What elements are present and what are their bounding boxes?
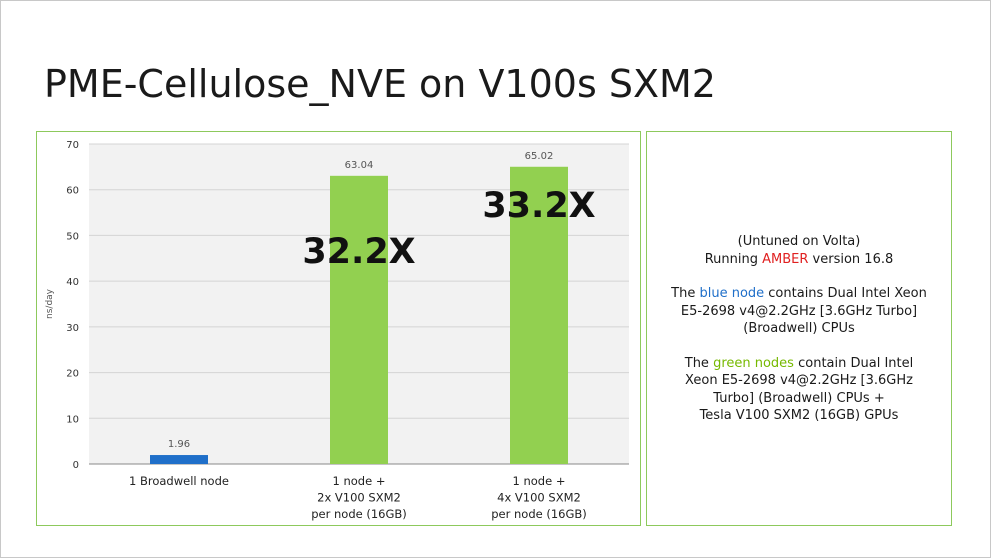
info-blue-node: blue node	[699, 286, 765, 301]
y-tick-label: 10	[66, 414, 79, 425]
bar-value-label: 1.96	[168, 439, 190, 450]
info-running-label: Running	[704, 251, 763, 267]
bar	[150, 455, 208, 464]
y-tick-label: 30	[66, 323, 79, 334]
bar	[330, 175, 388, 464]
x-tick-label: per node (16GB)	[311, 507, 407, 521]
info-amber: AMBER	[762, 251, 809, 267]
info-untuned: (Untuned on Volta)	[737, 234, 861, 249]
info-p2-prefix: The	[671, 286, 700, 301]
x-tick-label: 2x V100 SXM2	[317, 491, 401, 505]
info-text: (Untuned on Volta) Running AMBER version…	[647, 233, 951, 442]
y-tick-label: 0	[73, 460, 79, 471]
speedup-annotation: 32.2X	[302, 232, 415, 272]
info-p3-suffix: contain Dual Intel	[793, 355, 914, 371]
y-tick-label: 20	[66, 369, 79, 380]
y-tick-label: 70	[66, 140, 79, 151]
info-paragraph-1: (Untuned on Volta) Running AMBER version…	[647, 233, 951, 268]
info-p2-suffix: contains Dual Intel Xeon	[764, 286, 927, 301]
info-paragraph-3: The green nodes contain Dual Intel Xeon …	[647, 355, 951, 425]
info-paragraph-2: The blue node contains Dual Intel Xeon E…	[647, 285, 951, 338]
y-tick-label: 50	[66, 231, 79, 242]
info-version: version 16.8	[808, 251, 894, 267]
info-p3-line4: Tesla V100 SXM2 (16GB) GPUs	[699, 408, 899, 423]
bar-chart: 0 10 20 30 40 50 60 70 ns/day 1.96 1 Broadwell nod…	[45, 140, 629, 521]
x-tick-label: 4x V100 SXM2	[497, 491, 581, 505]
info-green-nodes: green nodes	[713, 355, 794, 371]
info-p2-line3: (Broadwell) CPUs	[743, 321, 855, 336]
info-p3-prefix: The	[684, 355, 714, 371]
info-p3-line3: Turbo] (Broadwell) CPUs +	[713, 390, 885, 406]
bar-value-label: 63.04	[345, 160, 374, 171]
info-p3-line2: Xeon E5-2698 v4@2.2GHz [3.6GHz	[685, 373, 913, 388]
chart-panel: 0 10 20 30 40 50 60 70 ns/day 1.96 1 Broadwell nod…	[36, 131, 641, 526]
x-tick-label: 1 node +	[333, 474, 386, 488]
speedup-annotation: 33.2X	[482, 186, 595, 226]
info-panel: (Untuned on Volta) Running AMBER version…	[646, 131, 952, 526]
bar	[510, 166, 568, 464]
x-tick-label: 1 node +	[513, 474, 566, 488]
y-tick-label: 60	[66, 186, 79, 197]
y-axis-label: ns/day	[45, 288, 55, 319]
bar-value-label: 65.02	[525, 151, 554, 162]
info-p2-line2: E5-2698 v4@2.2GHz [3.6GHz Turbo]	[680, 303, 918, 319]
y-tick-label: 40	[66, 277, 79, 288]
x-tick-label: 1 Broadwell node	[129, 474, 229, 488]
slide-title: PME-Cellulose_NVE on V100s SXM2	[44, 62, 716, 106]
x-tick-label: per node (16GB)	[491, 507, 587, 521]
